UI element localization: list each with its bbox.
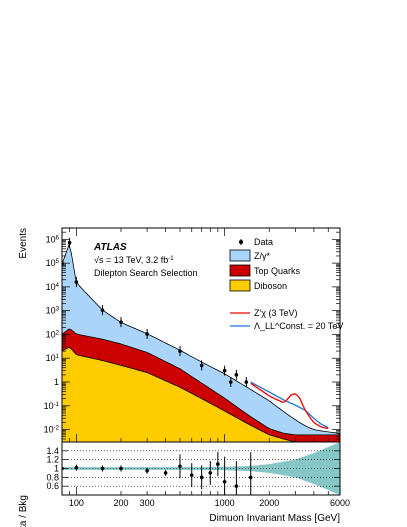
data-point [228, 380, 233, 384]
ratio-y-tick-label: 1.2 [46, 455, 59, 465]
legend-top: Top Quarks [229, 264, 301, 277]
data-point [145, 332, 149, 336]
data-point [199, 363, 204, 368]
x-tick-label: 100 [69, 498, 84, 508]
lumi-exponent: -1 [168, 256, 174, 262]
legend-ci-label: Λ_LL^Const. = 20 TeV [254, 321, 343, 331]
y-tick-label: 101 [46, 353, 60, 363]
ratio-point [199, 475, 204, 480]
legend: Data Z/γ* Top Quarks Diboson Z'χ (3 TeV)… [229, 237, 343, 331]
ratio-point [178, 464, 182, 469]
ratio-y-tick-label: 1.4 [46, 446, 59, 456]
legend-zprime-label: Z'χ (3 TeV) [254, 308, 297, 318]
x-tick-label: 2000 [259, 498, 279, 508]
y-tick-label: 106 [46, 234, 60, 244]
ratio-y-tick-label: 0.8 [46, 472, 59, 482]
data-point [67, 240, 72, 245]
ratio-point [100, 466, 105, 471]
data-point [100, 308, 105, 312]
ratio-y-tick-label: 1 [54, 464, 59, 474]
atlas-label: ATLAS [93, 242, 127, 253]
data-point [119, 320, 123, 324]
ratio-point [222, 479, 227, 484]
legend-top-label: Top Quarks [254, 266, 301, 276]
energy-label: √s = 13 TeV, 3.2 fb-1 [94, 255, 174, 265]
x-axis-label: Dimuon Invariant Mass [GeV] [209, 513, 340, 524]
legend-zprime: Z'χ (3 TeV) [230, 308, 297, 318]
y-tick-label: 10-1 [44, 401, 60, 411]
curve-zprime [250, 382, 329, 430]
legend-dy: Z/γ* [229, 249, 270, 262]
ratio-content [62, 442, 340, 495]
ratio-point [163, 471, 168, 475]
axes: 100 200 300 1000 2000 6000 10-2 10-1 1 101 102 103 1… [44, 227, 350, 508]
ratio-point [248, 475, 253, 480]
legend-data-label: Data [254, 237, 273, 247]
legend-ci: Λ_LL^Const. = 20 TeV [230, 321, 343, 331]
stacked-backgrounds [62, 243, 340, 442]
ratio-point [189, 473, 194, 477]
y-axis-label: Events [18, 228, 29, 259]
ratio-point [208, 471, 213, 475]
ratio-point [216, 462, 220, 466]
data-point [244, 380, 249, 384]
x-tick-label: 6000 [330, 498, 350, 508]
selection-label: Dilepton Search Selection [94, 268, 198, 278]
legend-dy-label: Z/γ* [254, 251, 270, 261]
legend-diboson-label: Diboson [254, 281, 287, 291]
data-points [62, 237, 249, 388]
x-tick-label: 200 [113, 498, 128, 508]
ratio-point [119, 466, 123, 471]
y-tick-label: 1 [54, 377, 59, 387]
ratio-y-axis-label: Data / Bkg [18, 495, 29, 527]
x-tick-label: 1000 [215, 498, 235, 508]
data-point [178, 349, 182, 353]
ratio-point [145, 468, 149, 473]
x-tick-label: 300 [140, 498, 155, 508]
y-tick-label: 10-2 [44, 425, 60, 435]
y-tick-label: 102 [46, 329, 60, 339]
signal-curves [250, 381, 329, 430]
y-tick-label: 105 [46, 258, 60, 268]
data-point [74, 280, 79, 284]
legend-diboson: Diboson [229, 279, 287, 292]
y-tick-label: 103 [46, 306, 60, 316]
curve-contact-interaction [250, 381, 329, 429]
ratio-point [74, 465, 79, 470]
data-point [222, 368, 227, 373]
y-tick-label: 104 [46, 282, 60, 292]
data-point [234, 373, 239, 377]
legend-data: Data [239, 237, 273, 247]
ratio-point [234, 484, 239, 488]
ratio-y-tick-label: 0.6 [46, 481, 59, 491]
